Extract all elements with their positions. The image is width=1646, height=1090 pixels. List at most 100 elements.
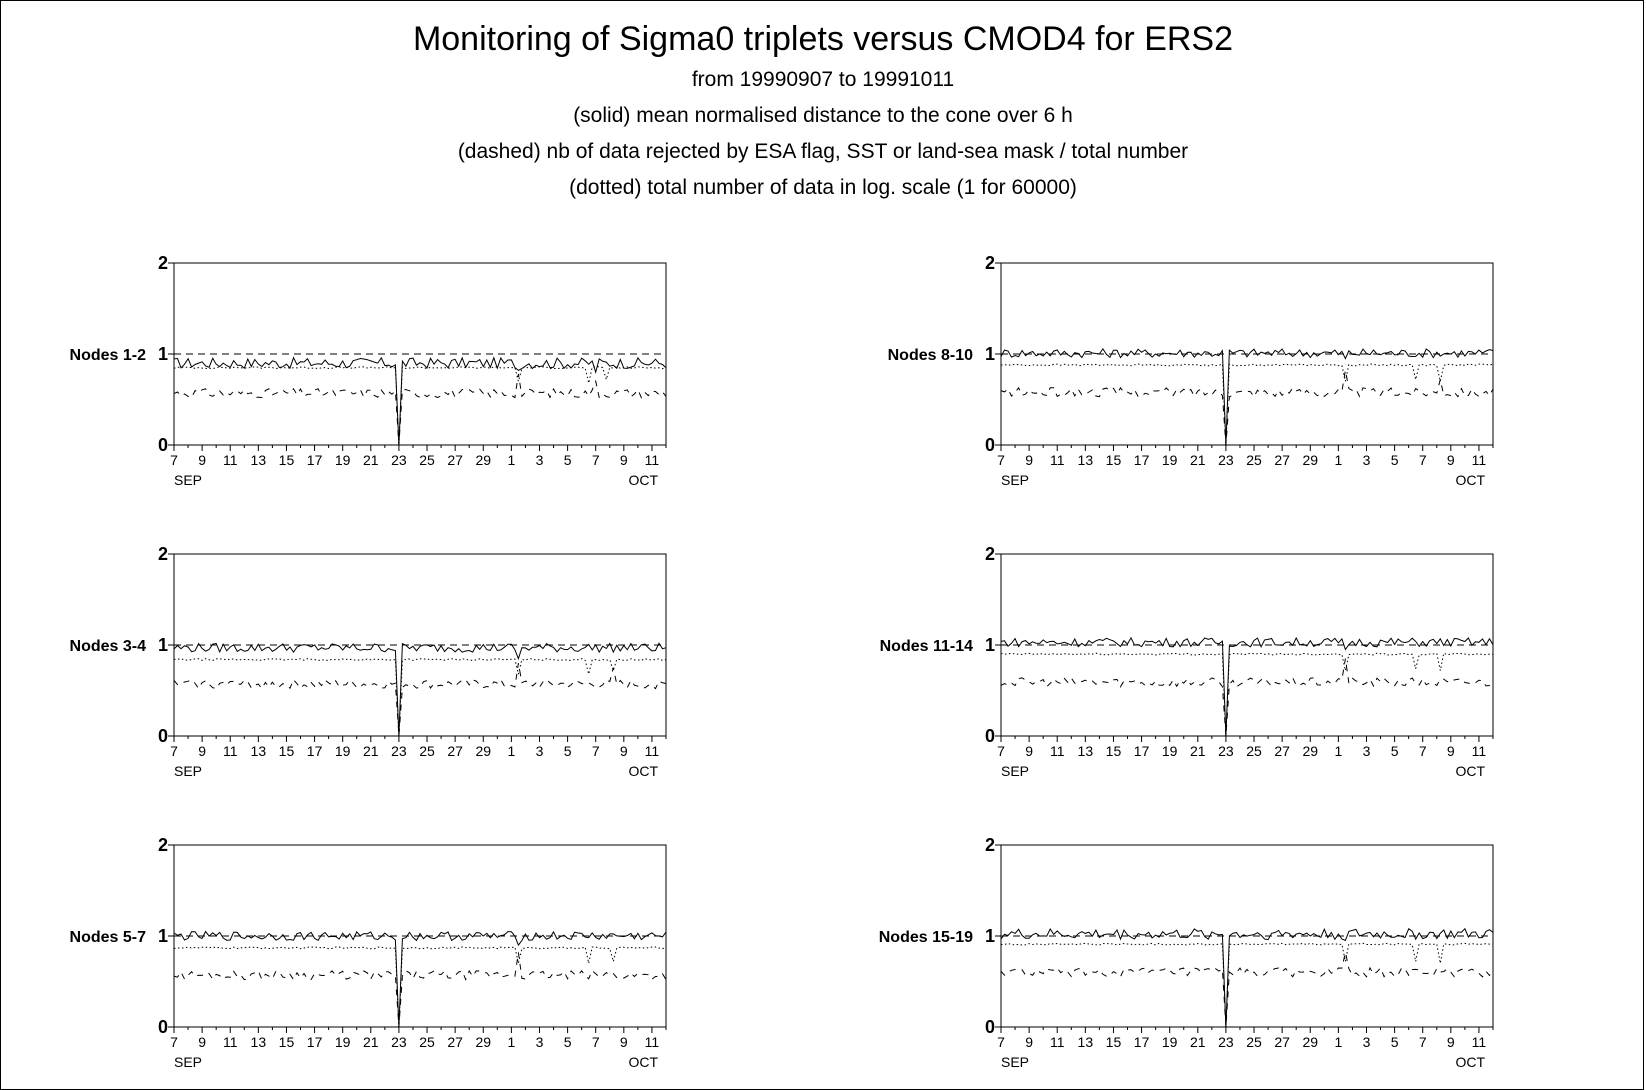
y-tick-label: 1	[158, 926, 168, 946]
dotted-series-line	[1000, 363, 1494, 446]
x-tick-label: 11	[223, 743, 238, 759]
x-tick-label: 9	[620, 743, 628, 759]
panel-label: Nodes 1-2	[70, 347, 147, 364]
x-tick-label: 19	[335, 452, 351, 468]
y-tick-label: 1	[985, 635, 995, 655]
x-tick-label: 11	[1472, 1034, 1487, 1050]
x-tick-label: 15	[1106, 743, 1122, 759]
x-tick-label: 15	[279, 743, 295, 759]
x-tick-label: 9	[198, 452, 206, 468]
x-tick-label: 5	[564, 452, 572, 468]
x-tick-label: 9	[1447, 1034, 1455, 1050]
x-tick-label: 11	[223, 1034, 238, 1050]
x-tick-label: 17	[307, 743, 323, 759]
x-tick-label: 27	[447, 452, 463, 468]
x-tick-label: 9	[620, 452, 628, 468]
dotted-series-line	[1000, 652, 1494, 737]
x-tick-label: 7	[170, 1034, 178, 1050]
month-label: OCT	[1455, 472, 1485, 488]
x-tick-label: 23	[391, 452, 407, 468]
x-tick-label: 21	[363, 452, 379, 468]
x-tick-label: 19	[1162, 743, 1178, 759]
x-tick-label: 27	[1274, 743, 1290, 759]
y-tick-label: 0	[158, 726, 168, 746]
x-tick-label: 15	[1106, 452, 1122, 468]
x-tick-label: 21	[1190, 452, 1206, 468]
solid-line-description: (solid) mean normalised distance to the …	[573, 104, 1073, 127]
x-tick-label: 13	[251, 1034, 267, 1050]
x-tick-label: 17	[307, 1034, 323, 1050]
x-tick-label: 21	[1190, 743, 1206, 759]
x-tick-label: 7	[592, 452, 600, 468]
x-tick-label: 11	[223, 452, 238, 468]
dashed-series-line	[173, 373, 667, 446]
x-tick-label: 23	[1218, 743, 1234, 759]
x-tick-label: 21	[363, 743, 379, 759]
panel-label: Nodes 8-10	[888, 347, 973, 364]
solid-series-line	[1000, 348, 1494, 446]
solid-series-line	[1000, 927, 1494, 1028]
dashed-series-line	[1000, 952, 1494, 1028]
x-tick-label: 25	[419, 743, 435, 759]
solid-series-line	[1000, 636, 1494, 737]
x-tick-label: 13	[251, 452, 267, 468]
dashed-line-description: (dashed) nb of data rejected by ESA flag…	[457, 140, 1189, 163]
x-tick-label: 11	[1050, 452, 1065, 468]
y-tick-label: 2	[985, 253, 995, 273]
x-tick-label: 11	[1050, 743, 1065, 759]
x-tick-label: 7	[997, 743, 1005, 759]
panel-label: Nodes 3-4	[70, 638, 147, 655]
x-tick-label: 1	[1334, 452, 1342, 468]
page-title: Monitoring of Sigma0 triplets versus CMO…	[412, 20, 1234, 58]
x-tick-label: 9	[198, 1034, 206, 1050]
x-tick-label: 23	[1218, 1034, 1234, 1050]
panel-label: Nodes 15-19	[879, 929, 973, 946]
x-tick-label: 25	[1246, 452, 1262, 468]
x-tick-label: 21	[363, 1034, 379, 1050]
x-tick-label: 17	[1134, 452, 1150, 468]
y-tick-label: 0	[985, 726, 995, 746]
dotted-line-description: (dotted) total number of data in log. sc…	[569, 176, 1077, 199]
x-tick-label: 25	[419, 1034, 435, 1050]
x-tick-label: 1	[1334, 743, 1342, 759]
month-label: OCT	[628, 763, 658, 779]
x-tick-label: 1	[507, 1034, 515, 1050]
x-tick-label: 5	[1391, 743, 1399, 759]
x-tick-label: 15	[279, 452, 295, 468]
x-tick-label: 7	[1419, 452, 1427, 468]
x-tick-label: 13	[1078, 1034, 1094, 1050]
month-label: SEP	[1001, 763, 1029, 779]
x-tick-label: 19	[335, 743, 351, 759]
y-tick-label: 0	[985, 1017, 995, 1037]
dotted-series-line	[1001, 942, 1494, 1028]
x-tick-label: 3	[1363, 1034, 1371, 1050]
y-tick-label: 1	[158, 344, 168, 364]
x-tick-label: 19	[1162, 452, 1178, 468]
dotted-series-line	[173, 366, 667, 446]
x-tick-label: 9	[1447, 743, 1455, 759]
x-tick-label: 3	[536, 743, 544, 759]
y-tick-label: 2	[158, 835, 168, 855]
x-tick-label: 7	[592, 1034, 600, 1050]
x-tick-label: 11	[645, 452, 660, 468]
dashed-series-line	[173, 663, 667, 737]
x-tick-label: 15	[1106, 1034, 1122, 1050]
solid-series-line	[173, 930, 667, 1028]
x-tick-label: 9	[198, 743, 206, 759]
x-tick-label: 29	[475, 1034, 491, 1050]
x-tick-label: 5	[564, 1034, 572, 1050]
x-tick-label: 13	[251, 743, 267, 759]
x-tick-label: 9	[1447, 452, 1455, 468]
x-tick-label: 5	[564, 743, 572, 759]
x-tick-label: 17	[1134, 743, 1150, 759]
x-tick-label: 25	[1246, 1034, 1262, 1050]
x-tick-label: 11	[1050, 1034, 1065, 1050]
x-tick-label: 25	[1246, 743, 1262, 759]
x-tick-label: 9	[620, 1034, 628, 1050]
x-tick-label: 13	[1078, 452, 1094, 468]
